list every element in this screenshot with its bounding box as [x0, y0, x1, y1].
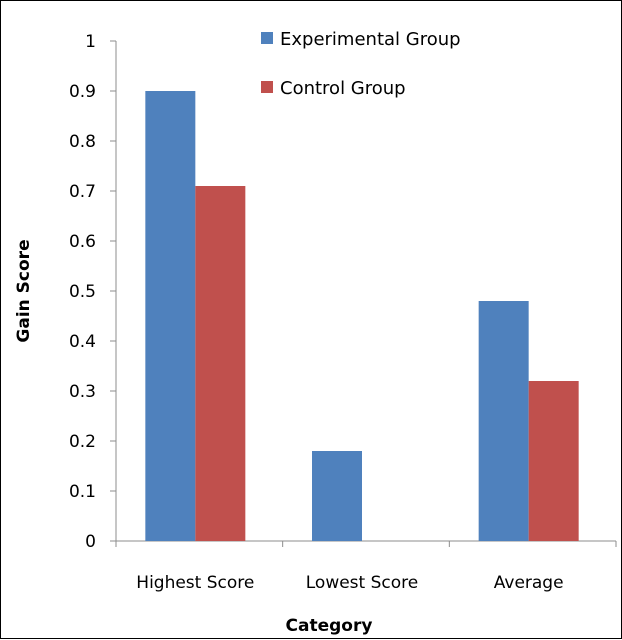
y-axis-title: Gain Score	[14, 239, 34, 342]
y-tick-label: 0.5	[69, 282, 96, 302]
x-category-label: Highest Score	[136, 573, 254, 593]
bar-control-0	[195, 186, 246, 541]
x-category-label: Average	[494, 573, 564, 593]
bar-experimental-0	[145, 91, 196, 541]
y-tick-label: 1	[85, 32, 96, 52]
bar-control-2	[528, 381, 579, 541]
y-tick-label: 0.6	[69, 232, 96, 252]
x-axis-title: Category	[286, 616, 373, 636]
bar-experimental-1	[312, 451, 362, 541]
x-category-label: Lowest Score	[306, 573, 418, 593]
legend-label-experimental: Experimental Group	[280, 29, 461, 50]
y-ticks: 0 0.1 0.2 0.3 0.4 0.5 0.6 0.7 0.8 0.9 1	[69, 32, 116, 552]
legend-swatch-experimental	[261, 32, 273, 44]
bar-experimental-2	[478, 301, 529, 541]
y-tick-label: 0.1	[69, 482, 96, 502]
y-tick-label: 0.4	[69, 332, 96, 352]
y-tick-label: 0.8	[69, 132, 96, 152]
y-tick-label: 0.7	[69, 182, 96, 202]
x-tick-labels: Highest Score Lowest Score Average	[115, 541, 617, 593]
y-tick-label: 0.2	[69, 432, 96, 452]
y-tick-label: 0	[85, 532, 96, 552]
bars	[145, 91, 579, 541]
legend-swatch-control	[261, 81, 273, 93]
legend: Experimental Group Control Group	[261, 29, 461, 99]
y-tick-label: 0.3	[69, 382, 96, 402]
y-tick-label: 0.9	[69, 82, 96, 102]
legend-label-control: Control Group	[280, 78, 406, 99]
